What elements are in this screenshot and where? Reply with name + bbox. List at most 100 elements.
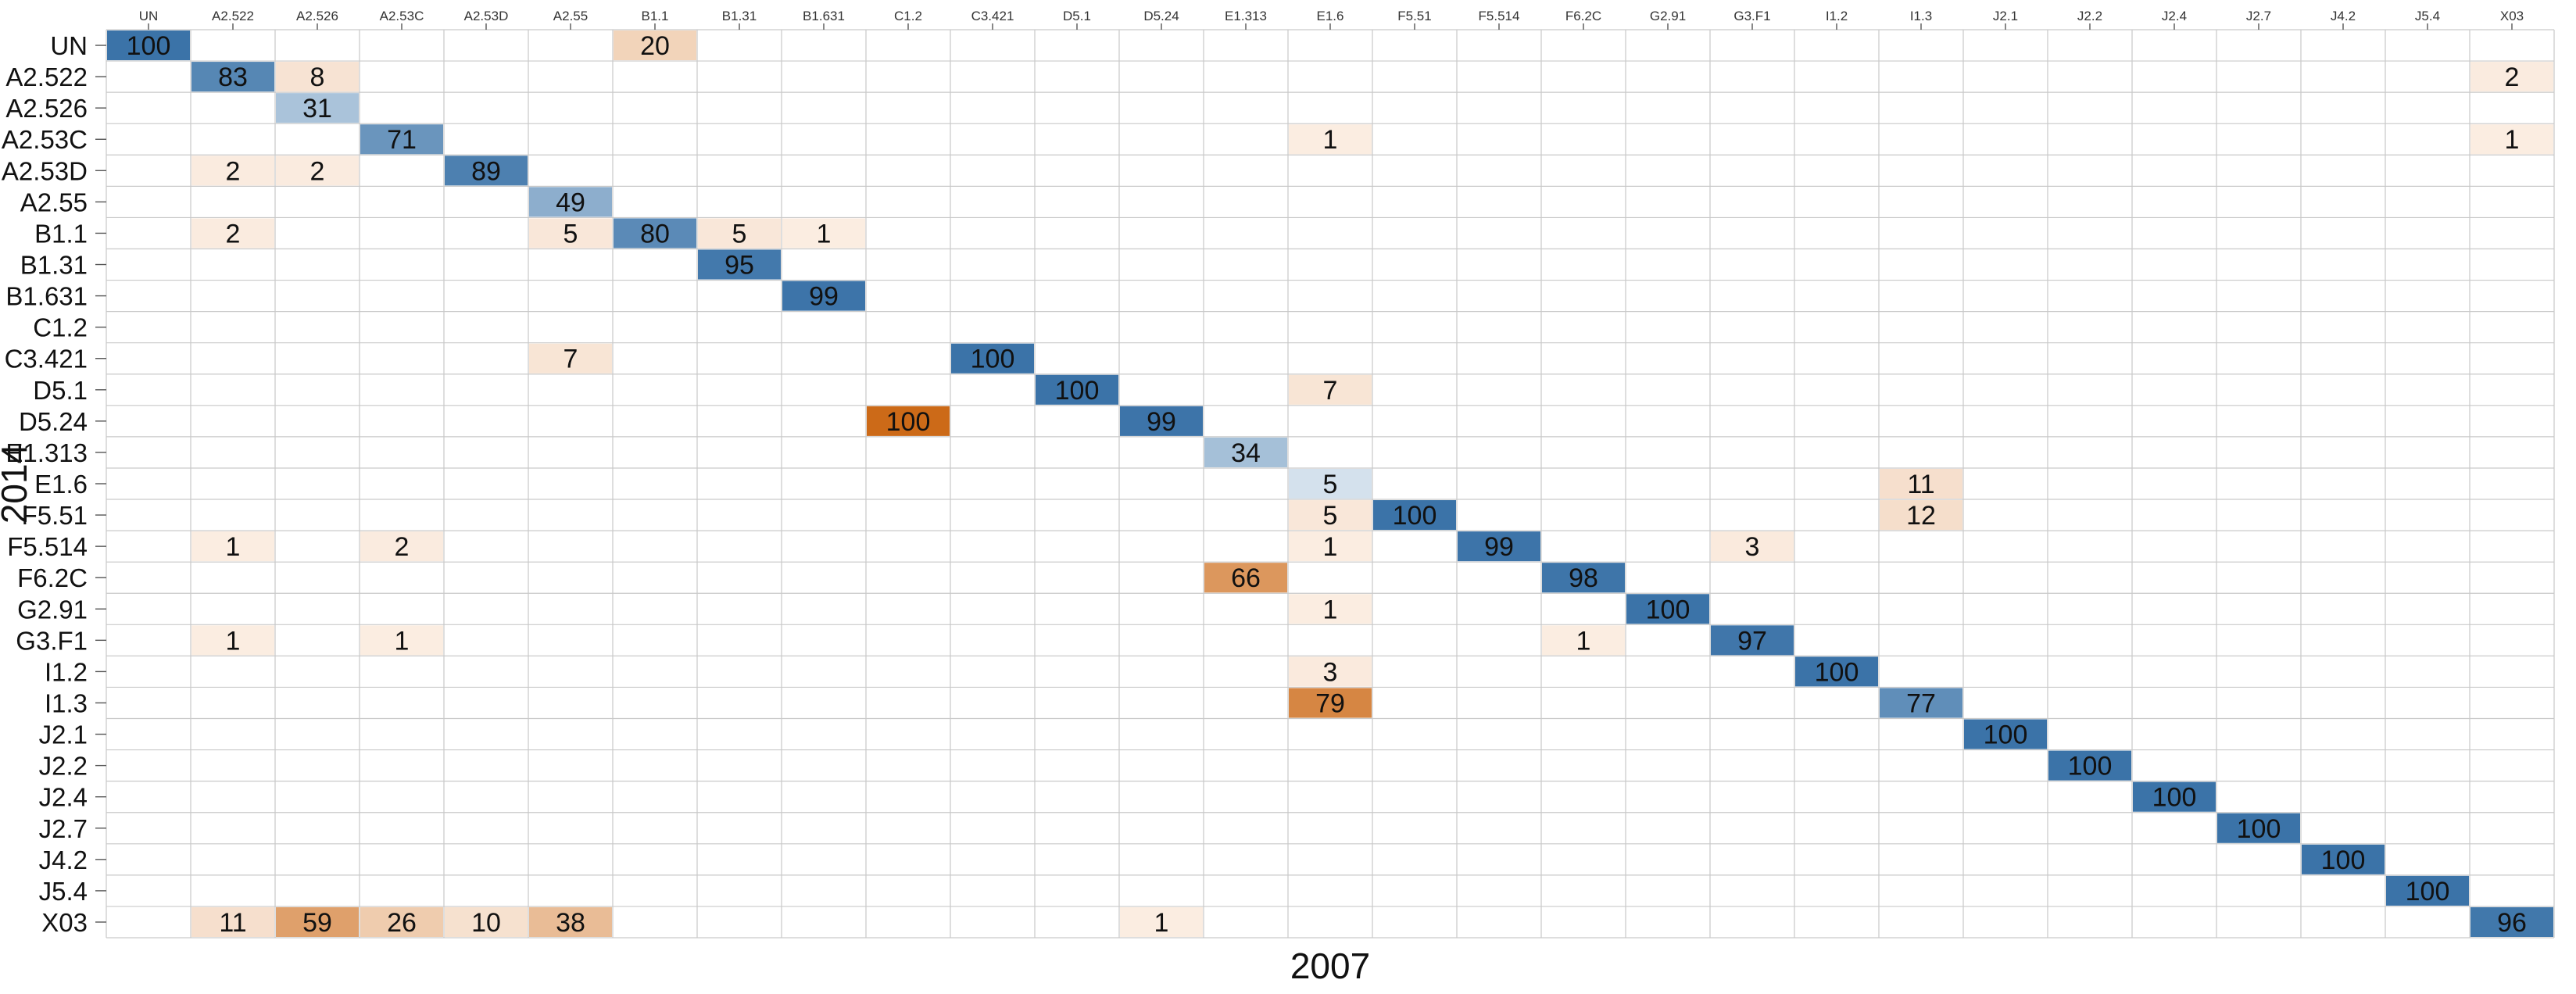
cell-value-label: 100 (2321, 846, 2366, 875)
cell-value-label: 66 (1231, 563, 1261, 593)
column-tick-label: J4.2 (2331, 9, 2356, 23)
heatmap-cell (1542, 563, 1625, 593)
row-tick-label: J2.2 (39, 752, 88, 781)
cell-value-label: 2 (226, 156, 241, 186)
row-tick-label: I1.2 (45, 657, 88, 686)
cell-value-label: 2 (2505, 63, 2520, 92)
row-tick-label: I1.3 (45, 688, 88, 717)
heatmap-cell (1626, 594, 1709, 624)
column-tick-label: A2.53C (380, 9, 424, 23)
heatmap-cell (1542, 625, 1625, 656)
column-tick-label: B1.1 (642, 9, 669, 23)
cell-value-label: 100 (1984, 720, 2028, 750)
heatmap-cell (191, 906, 274, 937)
cell-value-label: 89 (471, 156, 501, 186)
cell-value-label: 100 (127, 31, 171, 61)
row-tick-label: A2.53C (2, 125, 88, 154)
row-tick-label: J2.7 (39, 814, 88, 843)
cell-value-label: 96 (2497, 908, 2527, 938)
column-tick-label: C1.2 (894, 9, 922, 23)
column-tick-label: I1.3 (1910, 9, 1932, 23)
row-tick-label: C1.2 (33, 313, 88, 342)
column-tick-label: J2.4 (2162, 9, 2187, 23)
cell-value-label: 38 (556, 908, 585, 938)
column-tick-label: J2.1 (1993, 9, 2018, 23)
heatmap-cell (1964, 719, 2047, 749)
heatmap-cell (782, 281, 865, 311)
cell-value-label: 1 (395, 626, 410, 656)
column-tick-label: E1.313 (1225, 9, 1267, 23)
cell-value-label: 2 (395, 532, 410, 562)
heatmap-cell (529, 218, 612, 248)
row-tick-label: B1.31 (20, 251, 88, 280)
heatmap-cell (1289, 594, 1372, 624)
heatmap-cell (529, 187, 612, 217)
column-tick-label: D5.1 (1063, 9, 1091, 23)
column-tick-label: F5.514 (1479, 9, 1520, 23)
row-tick-label: F6.2C (17, 563, 88, 592)
heatmap-cell (1120, 906, 1203, 937)
cell-value-label: 26 (387, 908, 417, 938)
cell-value-label: 1 (1323, 125, 1338, 155)
heatmap-cell (276, 156, 359, 186)
heatmap-cell (614, 30, 696, 61)
row-tick-label: UN (50, 31, 88, 60)
cell-value-label: 100 (2152, 783, 2197, 813)
heatmap-cell (529, 906, 612, 937)
heatmap-cell (1880, 500, 1962, 531)
cell-value-label: 99 (1484, 532, 1514, 562)
heatmap-cell (191, 625, 274, 656)
cell-value-label: 12 (1906, 501, 1936, 531)
cell-value-label: 8 (310, 63, 325, 92)
heatmap-cell (1289, 468, 1372, 499)
cell-value-label: 20 (640, 31, 670, 61)
heatmap-cell (1880, 468, 1962, 499)
cell-value-label: 49 (556, 188, 585, 217)
column-tick-label: A2.55 (553, 9, 588, 23)
cell-value-label: 100 (1393, 501, 1437, 531)
row-tick-label: G3.F1 (16, 626, 88, 655)
heatmap-cell (1289, 500, 1372, 531)
row-tick-label: F5.51 (22, 501, 88, 530)
row-tick-label: D5.1 (33, 376, 88, 405)
row-tick-label: B1.1 (34, 219, 88, 248)
heatmap-cell (1289, 124, 1372, 155)
row-tick-label: G2.91 (17, 595, 88, 624)
heatmap-cell (1289, 531, 1372, 562)
heatmap-cell (2133, 781, 2216, 812)
row-tick-label: E1.313 (5, 438, 88, 467)
heatmap-cell (1711, 625, 1794, 656)
heatmap-cell (2048, 750, 2131, 781)
column-tick-label: F6.2C (1565, 9, 1601, 23)
heatmap-cell (360, 124, 443, 155)
heatmap-cell (2302, 844, 2385, 874)
cell-value-label: 100 (1646, 595, 1690, 624)
row-tick-label: D5.24 (19, 407, 88, 436)
row-tick-label: A2.526 (5, 94, 88, 123)
cell-value-label: 1 (2505, 125, 2520, 155)
cell-value-label: 31 (302, 94, 332, 123)
column-tick-label: C3.421 (971, 9, 1014, 23)
cell-value-label: 77 (1906, 688, 1936, 718)
heatmap-cell (951, 343, 1034, 374)
cell-value-label: 100 (2068, 752, 2113, 781)
heatmap-cell (276, 906, 359, 937)
cell-value-label: 1 (817, 219, 832, 248)
heatmap-cell (1120, 406, 1203, 436)
cell-value-label: 1 (1323, 595, 1338, 624)
cell-value-label: 99 (1147, 407, 1176, 437)
heatmap-cell (1036, 374, 1118, 405)
column-labels: UN A2.522 A2.526 A2.53C A2.53D A2.55 B1.1 B1.31… (139, 9, 2524, 30)
row-tick-label: B1.631 (5, 282, 88, 311)
heatmap-cell (782, 218, 865, 248)
heatmap-cell (360, 906, 443, 937)
cell-value-label: 95 (724, 251, 754, 281)
column-tick-label: J5.4 (2415, 9, 2440, 23)
heatmap-cell (1880, 688, 1962, 718)
heatmap-cell (2470, 62, 2553, 92)
heatmap-cell (276, 62, 359, 92)
cell-value-label: 80 (640, 219, 670, 248)
row-tick-label: E1.6 (34, 470, 88, 499)
heatmap-cell (445, 906, 528, 937)
